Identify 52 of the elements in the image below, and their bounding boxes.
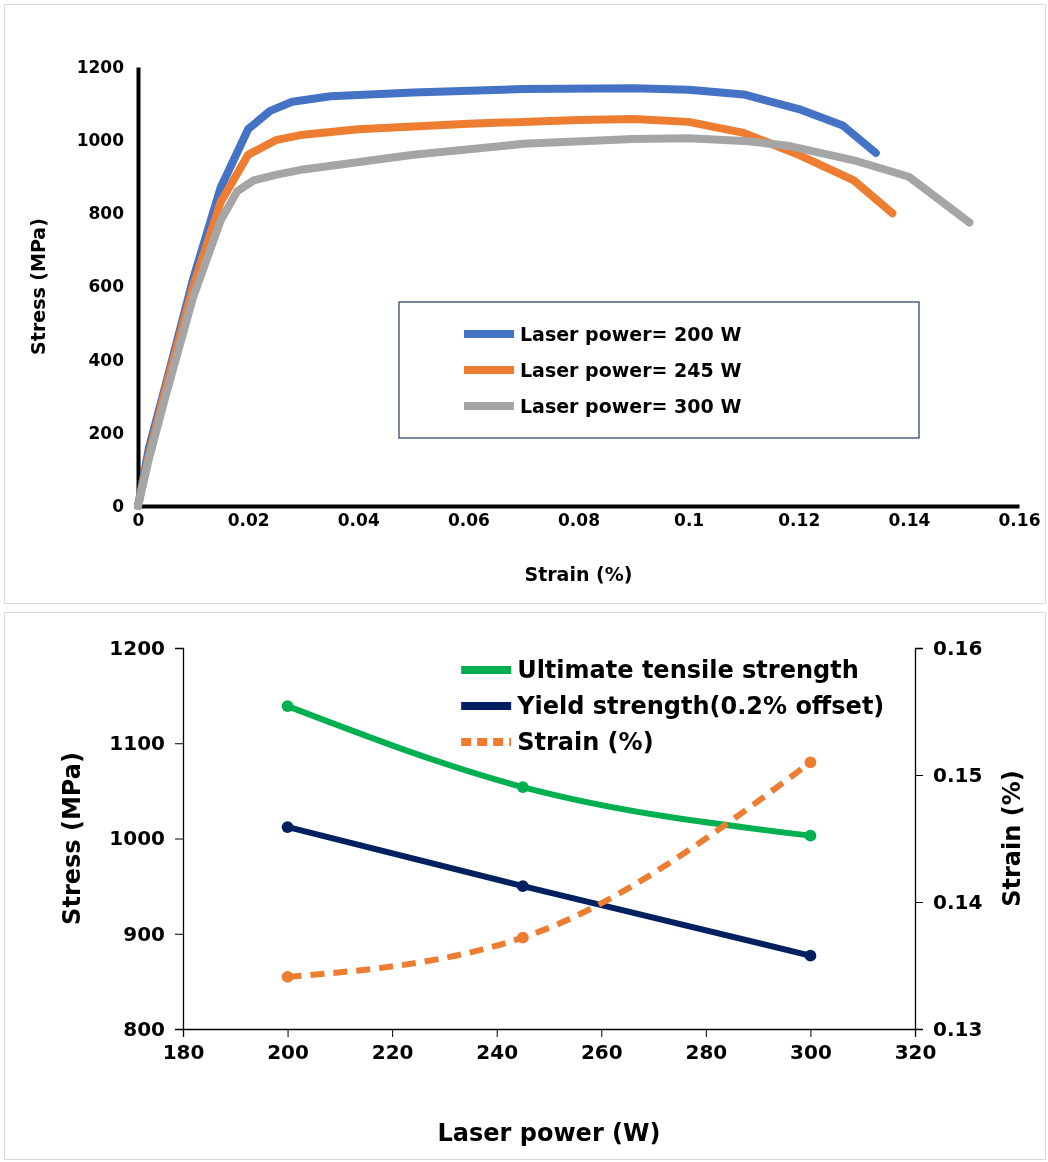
y-tick-label: 200 <box>88 422 125 443</box>
x-tick-label: 300 <box>790 1040 832 1065</box>
y-tick-label: 1000 <box>109 826 165 851</box>
x-tick-label: 180 <box>162 1040 205 1065</box>
y-tick-label: 1200 <box>109 635 165 660</box>
y-tick-label: 1200 <box>76 56 125 77</box>
x-tick-label: 0.08 <box>558 510 600 531</box>
point <box>804 949 817 962</box>
legend-label: Strain (%) <box>517 728 654 757</box>
y2-axis-title: Strain (%) <box>998 770 1026 907</box>
y2-tick-label: 0.16 <box>933 635 983 660</box>
x-axis-title: Laser power (W) <box>437 1119 661 1147</box>
point <box>804 756 817 769</box>
point <box>516 880 529 893</box>
x-tick-label: 280 <box>685 1040 728 1065</box>
legend-label: Yield strength(0.2% offset) <box>516 692 885 721</box>
y-tick-label: 800 <box>123 1016 165 1041</box>
y-tick-label: 0 <box>112 495 125 516</box>
legend-label: Laser power= 200 W <box>520 322 742 345</box>
legend-label: Ultimate tensile strength <box>517 656 859 685</box>
y2-tick-label: 0.13 <box>933 1016 983 1041</box>
y-tick-label: 900 <box>123 921 165 946</box>
x-tick-label: 0.1 <box>674 510 705 531</box>
y2-tick-label: 0.14 <box>933 889 983 914</box>
y-tick-label: 1000 <box>76 130 125 151</box>
y-tick-label: 400 <box>88 349 125 370</box>
point <box>516 781 529 793</box>
x-tick-label: 220 <box>371 1040 414 1065</box>
point <box>516 931 529 944</box>
x-tick-label: 0.04 <box>337 510 380 531</box>
x-tick-label: 0.14 <box>888 510 931 531</box>
y-axis-title: Stress (MPa) <box>27 218 49 355</box>
y-tick-label: 1100 <box>109 731 165 756</box>
point <box>804 829 817 842</box>
point <box>281 971 294 983</box>
legend-label: Laser power= 300 W <box>520 394 742 417</box>
legend-label: Laser power= 245 W <box>520 358 742 381</box>
x-tick-label: 240 <box>476 1040 519 1065</box>
x-tick-label: 200 <box>267 1040 309 1065</box>
point <box>281 700 294 713</box>
x-tick-label: 0.12 <box>778 510 821 531</box>
x-tick-label: 260 <box>580 1040 623 1065</box>
y-tick-label: 800 <box>88 203 125 224</box>
y-axis-title: Stress (MPa) <box>58 752 86 925</box>
x-tick-label: 0.16 <box>998 510 1041 531</box>
x-tick-label: 320 <box>894 1040 937 1065</box>
x-tick-label: 0.02 <box>227 510 270 531</box>
x-axis-title: Strain (%) <box>524 563 633 585</box>
point <box>281 821 294 833</box>
y-tick-label: 600 <box>88 276 125 297</box>
x-tick-label: 0.06 <box>447 510 490 531</box>
y2-tick-label: 0.15 <box>933 762 983 787</box>
